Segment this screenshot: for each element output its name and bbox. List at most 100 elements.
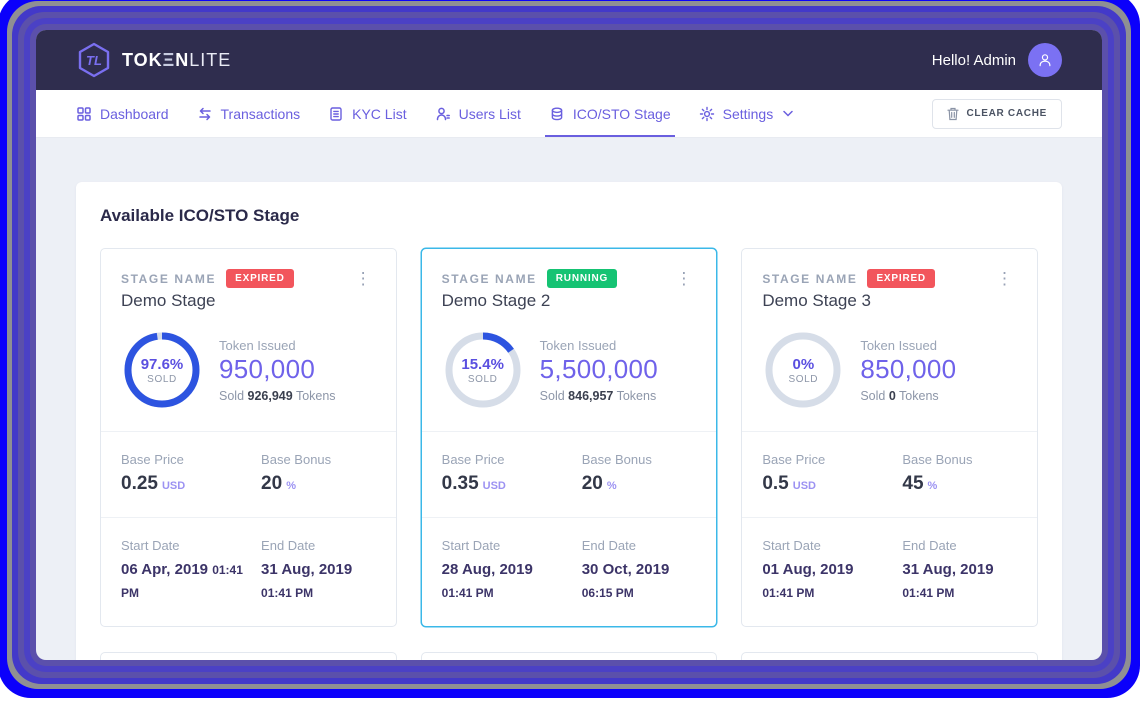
trash-icon (946, 107, 959, 120)
start-date-label: Start Date (441, 538, 501, 554)
start-date-value: 01 Aug, 2019 01:41 PM (762, 561, 854, 600)
price-bonus-section: Base Price 0.5 USD Base Bonus 45% (742, 431, 1037, 517)
base-price-value: 0.5 USD (762, 473, 816, 495)
svg-text:TL: TL (86, 53, 102, 68)
dates-section: Start Date 28 Aug, 2019 01:41 PM End Dat… (421, 517, 717, 626)
end-date-value: 31 Aug, 2019 01:41 PM (902, 561, 994, 600)
sold-percentage: 97.6% (140, 355, 184, 373)
sold-tokens-line: Sold 846,957 Tokens (539, 388, 657, 403)
status-badge: RUNNING (546, 269, 618, 289)
clear-cache-label: CLEAR CACHE (966, 108, 1047, 119)
sold-donut-chart: 0% SOLD (762, 329, 844, 411)
token-issued-label: Token Issued (539, 337, 617, 353)
sold-percentage: 15.4% (461, 355, 504, 373)
sold-caption: SOLD (467, 373, 498, 385)
sold-donut-chart: 97.6% SOLD (121, 329, 203, 411)
token-info: Token Issued 950,000 Sold 926,949 Tokens (219, 338, 336, 403)
nav-item-settings[interactable]: Settings (699, 90, 794, 137)
card-menu-icon[interactable]: ⋮ (995, 269, 1013, 288)
grid-icon (77, 106, 91, 121)
stage-card[interactable] (420, 652, 718, 660)
base-bonus-label: Base Bonus (581, 452, 652, 468)
base-bonus-label: Base Bonus (902, 452, 973, 468)
base-bonus-value: 20% (261, 473, 296, 495)
stage-cards-row-2 (100, 652, 1038, 660)
stage-card-demo-stage-2[interactable]: STAGE NAME RUNNING ⋮ Demo Stage 2 15 (420, 248, 718, 628)
price-bonus-section: Base Price 0.35 USD Base Bonus 20% (421, 431, 717, 517)
stage-name-label: STAGE NAME (441, 271, 537, 286)
sold-caption: SOLD (788, 373, 819, 385)
nav-item-ico-sto-stage[interactable]: ICO/STO Stage (544, 90, 675, 137)
price-bonus-section: Base Price 0.25 USD Base Bonus 20% (101, 431, 396, 517)
base-price-label: Base Price (762, 452, 826, 468)
main-nav: Dashboard Transactions KYC List Users Li… (36, 90, 1102, 138)
stages-panel: Available ICO/STO Stage STAGE NAME EXPIR… (76, 182, 1062, 660)
status-badge: EXPIRED (867, 269, 935, 289)
stage-name: Demo Stage 2 (441, 291, 551, 311)
nav-label: Dashboard (100, 105, 169, 122)
user-avatar[interactable] (1028, 43, 1062, 77)
sold-tokens-line: Sold 926,949 Tokens (219, 388, 336, 403)
app-window: TL TOKΞNLITE Hello! Admin Dashboard (36, 30, 1102, 660)
stage-name: Demo Stage (121, 291, 216, 311)
base-bonus-label: Base Bonus (261, 452, 332, 468)
token-issued-label: Token Issued (219, 337, 296, 353)
card-menu-icon[interactable]: ⋮ (675, 269, 693, 288)
nav-label: Users List (458, 105, 521, 122)
start-date-value: 06 Apr, 2019 01:41 PM (121, 561, 243, 600)
user-icon (436, 107, 450, 120)
nav-label: ICO/STO Stage (572, 105, 671, 122)
stage-card[interactable] (741, 652, 1038, 660)
token-issued-label: Token Issued (860, 337, 937, 353)
clear-cache-button[interactable]: CLEAR CACHE (931, 98, 1062, 129)
base-bonus-value: 45% (902, 473, 938, 495)
token-issued-amount: 5,500,000 (539, 353, 659, 384)
person-icon (1039, 54, 1051, 67)
base-price-value: 0.35 USD (441, 473, 506, 495)
sold-caption: SOLD (147, 373, 177, 385)
nav-label: Transactions (220, 105, 301, 122)
chevron-down-icon (783, 110, 793, 117)
stage-cards-row: STAGE NAME EXPIRED ⋮ Demo Stage 97.6 (100, 248, 1038, 628)
stage-name: Demo Stage 3 (762, 291, 872, 311)
transfer-icon (198, 107, 211, 120)
stage-card-demo-stage[interactable]: STAGE NAME EXPIRED ⋮ Demo Stage 97.6 (100, 248, 397, 628)
page-title: Available ICO/STO Stage (100, 206, 300, 225)
stage-card-demo-stage-3[interactable]: STAGE NAME EXPIRED ⋮ Demo Stage 3 0% (741, 248, 1038, 628)
start-date-label: Start Date (762, 538, 821, 554)
end-date-value: 30 Oct, 2019 06:15 PM (581, 561, 670, 600)
end-date-label: End Date (902, 538, 957, 554)
list-icon (330, 106, 342, 121)
sold-donut-chart: 15.4% SOLD (442, 329, 524, 411)
nav-item-users-list[interactable]: Users List (435, 90, 521, 137)
start-date-label: Start Date (121, 538, 180, 554)
stage-name-label: STAGE NAME (762, 271, 858, 286)
brand-logo[interactable]: TL TOKΞNLITE (76, 42, 231, 78)
status-badge: EXPIRED (226, 269, 294, 289)
dates-section: Start Date 06 Apr, 2019 01:41 PM End Dat… (101, 517, 396, 626)
base-price-value: 0.25 USD (121, 473, 186, 495)
nav-label: Settings (722, 105, 774, 122)
start-date-value: 28 Aug, 2019 01:41 PM (441, 561, 533, 600)
nav-item-kyc-list[interactable]: KYC List (328, 90, 407, 137)
stage-name-label: STAGE NAME (121, 271, 217, 286)
base-bonus-value: 20% (581, 473, 617, 495)
nav-item-dashboard[interactable]: Dashboard (76, 90, 169, 137)
sold-percentage: 0% (792, 355, 815, 373)
dates-section: Start Date 01 Aug, 2019 01:41 PM End Dat… (742, 517, 1037, 626)
topbar: TL TOKΞNLITE Hello! Admin (36, 30, 1102, 90)
token-issued-amount: 950,000 (219, 353, 316, 384)
token-info: Token Issued 850,000 Sold 0 Tokens (860, 338, 956, 403)
token-issued-amount: 850,000 (860, 353, 957, 384)
tokenlite-logo-icon: TL (78, 42, 110, 78)
end-date-value: 31 Aug, 2019 01:41 PM (261, 561, 353, 600)
nav-label: KYC List (352, 105, 407, 122)
sold-tokens-line: Sold 0 Tokens (860, 388, 939, 403)
stage-card[interactable] (100, 652, 397, 660)
end-date-label: End Date (581, 538, 636, 554)
card-menu-icon[interactable]: ⋮ (354, 269, 372, 288)
nav-item-transactions[interactable]: Transactions (197, 90, 301, 137)
content-area: Available ICO/STO Stage STAGE NAME EXPIR… (36, 138, 1102, 660)
base-price-label: Base Price (441, 452, 505, 468)
greeting-text: Hello! Admin (931, 51, 1016, 69)
